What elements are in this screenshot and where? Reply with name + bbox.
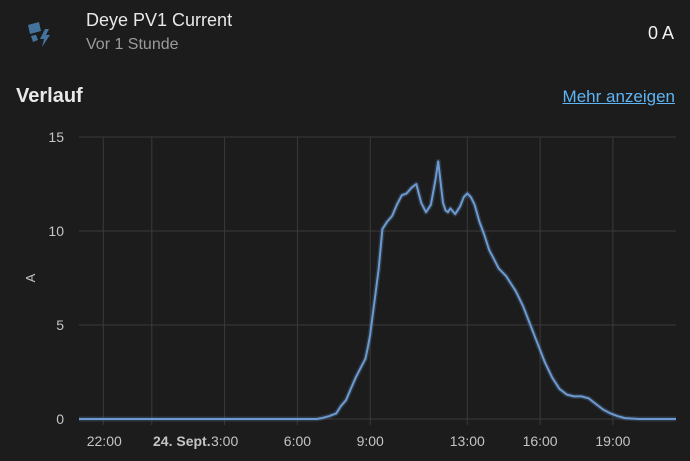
y-tick-label: 10 bbox=[48, 223, 64, 239]
x-tick-label: 3:00 bbox=[211, 433, 238, 449]
entity-state: 0 A bbox=[647, 23, 674, 43]
x-tick-label: 24. Sept. bbox=[153, 433, 211, 449]
series-band bbox=[79, 158, 676, 422]
x-tick-label: 22:00 bbox=[87, 433, 122, 449]
y-tick-label: 0 bbox=[56, 411, 64, 427]
series-line bbox=[79, 160, 676, 420]
last-changed: Vor 1 Stunde bbox=[86, 36, 179, 53]
entity-name: Deye PV1 Current bbox=[86, 10, 233, 30]
more-info-link[interactable]: Mehr anzeigen bbox=[562, 87, 675, 106]
history-chart-svg: 0 5 10 15 22:00 24. Sept. 3:00 6:00 9:00 13:00 16:… bbox=[23, 129, 676, 449]
x-tick-label: 6:00 bbox=[284, 433, 311, 449]
entity-header[interactable]: Deye PV1 Current Vor 1 Stunde 0 A bbox=[0, 0, 690, 68]
solar-power-icon bbox=[26, 19, 56, 49]
history-chart[interactable]: 0 5 10 15 22:00 24. Sept. 3:00 6:00 9:00 13:00 16:… bbox=[0, 120, 690, 461]
history-title: Verlauf bbox=[16, 85, 83, 107]
y-axis-label: A bbox=[23, 273, 38, 282]
y-tick-label: 5 bbox=[56, 317, 64, 333]
y-tick-label: 15 bbox=[48, 129, 64, 145]
x-tick-label: 19:00 bbox=[595, 433, 630, 449]
x-tick-label: 9:00 bbox=[357, 433, 384, 449]
x-tick-label: 16:00 bbox=[523, 433, 558, 449]
x-tick-label: 13:00 bbox=[450, 433, 485, 449]
